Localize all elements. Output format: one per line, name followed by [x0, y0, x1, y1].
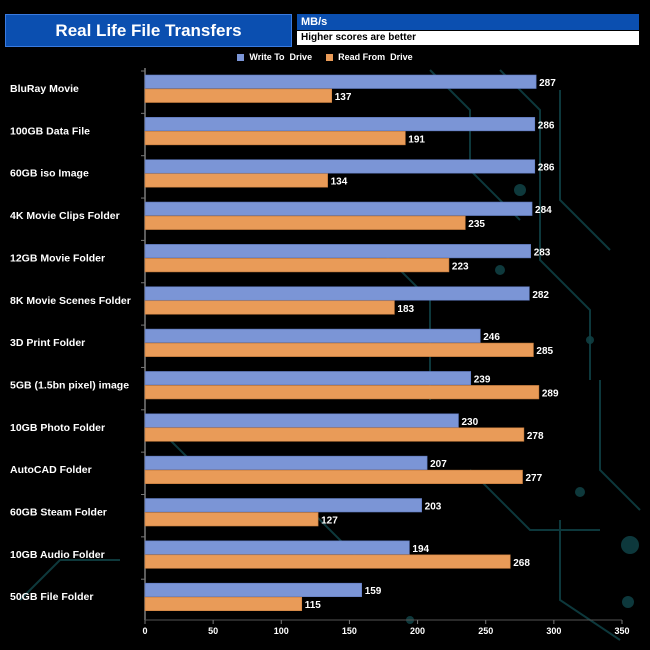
data-label-read: 268 [513, 558, 530, 569]
higher-better-note: Higher scores are better [297, 31, 639, 45]
data-label-read: 183 [397, 304, 414, 315]
data-label-read: 278 [527, 431, 544, 442]
data-label-read: 235 [468, 219, 485, 230]
data-label-write: 287 [539, 78, 556, 89]
bar-write [144, 371, 472, 386]
data-label-read: 285 [536, 346, 553, 357]
data-label-write: 203 [425, 502, 442, 513]
x-tick-label: 250 [478, 626, 493, 636]
data-label-read: 134 [331, 177, 348, 188]
bar-write [144, 159, 536, 174]
bar-read [144, 596, 303, 612]
x-tick-label: 200 [410, 626, 425, 636]
data-label-read: 115 [305, 600, 322, 611]
data-label-write: 283 [534, 247, 551, 258]
legend-item-write: Write To Drive [237, 52, 312, 62]
data-label-write: 239 [474, 374, 491, 385]
category-label: 50GB File Folder [10, 591, 93, 603]
data-label-read: 127 [321, 516, 338, 527]
data-label-read: 277 [526, 473, 543, 484]
bar-write [144, 455, 428, 470]
bar-write [144, 244, 531, 259]
legend-item-read: Read From Drive [326, 52, 413, 62]
data-label-write: 284 [535, 205, 552, 216]
bar-write [144, 540, 410, 555]
legend: Write To Drive Read From Drive [0, 50, 650, 64]
legend-swatch-read [326, 53, 334, 61]
category-label: 8K Movie Scenes Folder [10, 295, 131, 307]
data-label-write: 246 [483, 332, 500, 343]
x-tick-label: 350 [614, 626, 629, 636]
unit-label: MB/s [297, 14, 639, 30]
x-tick-label: 0 [142, 626, 147, 636]
category-label: 5GB (1.5bn pixel) image [10, 379, 129, 391]
legend-label-read: Read From Drive [338, 52, 413, 62]
data-label-write: 159 [365, 586, 382, 597]
category-label: 4K Movie Clips Folder [10, 210, 120, 222]
bar-write [144, 413, 459, 428]
data-label-write: 230 [461, 417, 478, 428]
x-tick-label: 50 [208, 626, 218, 636]
data-label-read: 223 [452, 261, 469, 272]
bar-read [144, 300, 395, 315]
data-label-read: 137 [335, 92, 352, 103]
bar-write [144, 117, 536, 132]
category-label: AutoCAD Folder [10, 464, 92, 476]
bar-write [144, 74, 537, 89]
category-label: 12GB Movie Folder [10, 252, 105, 264]
data-label-read: 191 [408, 134, 425, 145]
category-label: BluRay Movie [10, 83, 79, 95]
bar-read [144, 258, 450, 273]
category-label: 10GB Photo Folder [10, 422, 105, 434]
data-label-write: 207 [430, 459, 447, 470]
bar-read [144, 512, 319, 527]
bar-write [144, 328, 481, 343]
bar-read [144, 385, 540, 400]
category-label: 60GB Steam Folder [10, 507, 107, 519]
category-label: 100GB Data File [10, 125, 90, 137]
bar-write [144, 201, 533, 216]
data-label-write: 286 [538, 163, 555, 174]
bar-write [144, 582, 362, 598]
bar-read [144, 427, 525, 442]
x-tick-label: 100 [274, 626, 289, 636]
bar-read [144, 215, 466, 230]
bar-read [144, 469, 523, 484]
bar-read [144, 173, 328, 188]
bar-write [144, 498, 422, 513]
category-label: 60GB iso Image [10, 168, 89, 180]
data-label-write: 194 [412, 544, 429, 555]
data-label-write: 286 [538, 120, 555, 131]
bar-read [144, 131, 406, 146]
chart-title: Real Life File Transfers [5, 14, 292, 47]
legend-label-write: Write To Drive [249, 52, 313, 62]
bar-read [144, 554, 511, 569]
data-label-read: 289 [542, 388, 559, 399]
data-label-write: 282 [532, 290, 549, 301]
legend-swatch-write [237, 53, 245, 61]
x-tick-label: 300 [546, 626, 561, 636]
category-label: 10GB Audio Folder [10, 549, 105, 561]
bar-read [144, 342, 534, 357]
bar-write [144, 286, 530, 301]
category-label: 3D Print Folder [10, 337, 85, 349]
bar-read [144, 88, 333, 103]
x-tick-label: 150 [342, 626, 357, 636]
